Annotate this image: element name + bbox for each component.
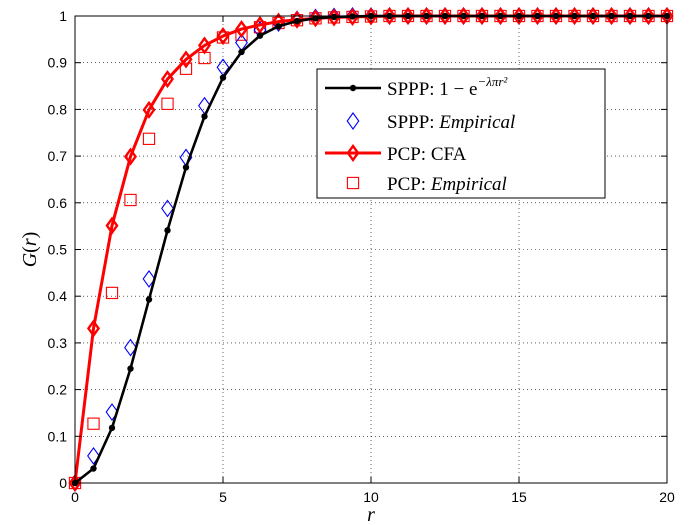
data-point (86, 319, 101, 338)
data-point (142, 132, 156, 145)
x-tick-label: 10 (363, 489, 379, 505)
data-point (475, 6, 489, 26)
legend-marker (349, 84, 357, 92)
data-point (604, 6, 619, 26)
legend-box (316, 68, 606, 199)
data-point (105, 286, 119, 300)
x-tick-label: 15 (511, 489, 527, 505)
legend-label: SPPP: 1 − e−λπr² (387, 74, 508, 100)
data-point (179, 62, 193, 75)
legend-label: PCP: CFA (387, 144, 467, 165)
data-point (401, 6, 415, 26)
legend-label: PCP: Empirical (387, 174, 507, 195)
data-point (586, 6, 600, 26)
y-axis-label-symbol: G (19, 252, 41, 267)
data-point (456, 6, 471, 26)
legend-marker (346, 176, 360, 190)
y-tick-label: 0.8 (48, 101, 68, 117)
legend-item-3: PCP: Empirical (346, 174, 507, 195)
y-tick-label: 0.6 (48, 195, 68, 211)
data-point (197, 36, 212, 55)
legend-marker (346, 143, 360, 163)
legend-item-1: SPPP: Empirical (346, 112, 515, 133)
legend-label-main: PCP: (387, 174, 431, 195)
data-point (290, 10, 304, 29)
data-point (238, 48, 245, 56)
data-point (179, 50, 193, 69)
x-tick-label: 0 (71, 489, 79, 505)
data-point (275, 23, 282, 30)
y-tick-label: 0.1 (48, 428, 68, 444)
data-point (160, 69, 175, 89)
data-point (382, 6, 397, 26)
legend: SPPP: 1 − e−λπr² SPPP: Empirical PCP: CFA P… (316, 68, 606, 199)
y-axis-label: G(r) (19, 232, 41, 268)
y-tick-label: 0 (59, 475, 67, 491)
data-point (512, 6, 526, 26)
legend-label: SPPP: Empirical (387, 112, 515, 133)
legend-marker (346, 112, 360, 130)
legend-label-italic: Empirical (438, 112, 515, 133)
y-tick-label: 0.2 (48, 382, 68, 398)
data-point (530, 6, 545, 26)
data-point (345, 7, 360, 26)
y-axis-label-variable: r (19, 238, 41, 246)
data-point (253, 15, 267, 34)
legend-item-0: SPPP: 1 − e−λπr² (325, 74, 508, 100)
y-tick-label: 0.9 (48, 55, 68, 71)
data-point (293, 17, 301, 25)
legend-label-main: SPPP: (387, 112, 439, 133)
data-point (216, 27, 230, 46)
data-point (312, 15, 319, 22)
x-tick-label: 5 (219, 489, 227, 505)
ticks: 0 5 10 15 20 0 0.1 0.2 0.3 0.4 0.5 0.6 0.7 0.8 0.9 1 (48, 8, 675, 505)
data-point (201, 113, 208, 120)
y-axis-label-paren-open: ( (19, 246, 41, 253)
data-point (90, 465, 97, 472)
data-point (419, 6, 434, 26)
y-tick-label: 0.5 (48, 242, 68, 258)
legend-label-superscript: −λπr² (477, 74, 508, 89)
data-point (219, 74, 227, 81)
data-point (256, 32, 264, 39)
data-point (105, 216, 119, 235)
data-point (161, 199, 174, 218)
data-point (234, 20, 249, 39)
data-point (364, 7, 378, 26)
legend-label-main: SPPP: 1 − e (387, 79, 477, 100)
data-point (493, 6, 508, 26)
data-point (127, 365, 134, 372)
x-tick-label: 20 (659, 489, 675, 505)
y-tick-label: 1 (59, 8, 67, 24)
data-point (623, 6, 637, 26)
data-point (87, 417, 100, 430)
data-point (641, 6, 656, 26)
data-point (567, 6, 582, 26)
data-point (108, 424, 116, 432)
data-point (161, 97, 174, 110)
y-axis-label-paren-close: ) (19, 232, 41, 239)
data-point (124, 338, 137, 357)
y-tick-label: 0.4 (48, 288, 68, 304)
data-point (105, 403, 119, 421)
data-point (142, 269, 156, 288)
data-point (549, 6, 563, 26)
x-axis-label: r (367, 504, 375, 525)
y-tick-label: 0.7 (48, 148, 68, 164)
legend-label-main: PCP: CFA (387, 144, 467, 165)
data-point (327, 8, 341, 27)
data-point (182, 164, 190, 171)
data-point (142, 100, 156, 119)
data-point (438, 6, 452, 26)
legend-item-2: PCP: CFA (325, 143, 467, 165)
legend-label-italic: Empirical (430, 174, 507, 195)
data-point (164, 227, 171, 234)
data-point (330, 13, 338, 21)
data-point (124, 193, 137, 207)
data-point (145, 296, 153, 303)
y-tick-label: 0.3 (48, 335, 68, 351)
data-point (87, 446, 100, 465)
data-point (123, 147, 138, 166)
